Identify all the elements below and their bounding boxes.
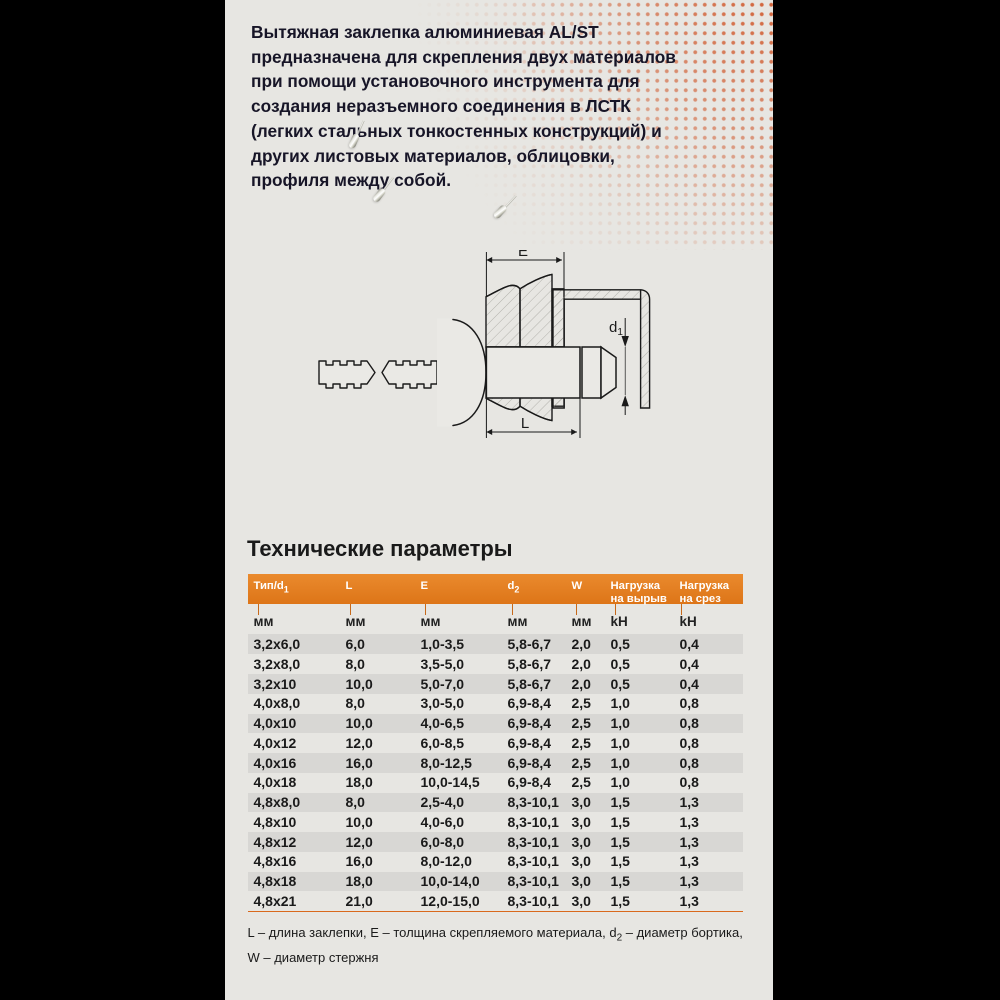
svg-text:E: E (518, 250, 528, 260)
svg-text:d1: d1 (609, 319, 623, 338)
svg-text:L: L (521, 415, 529, 432)
